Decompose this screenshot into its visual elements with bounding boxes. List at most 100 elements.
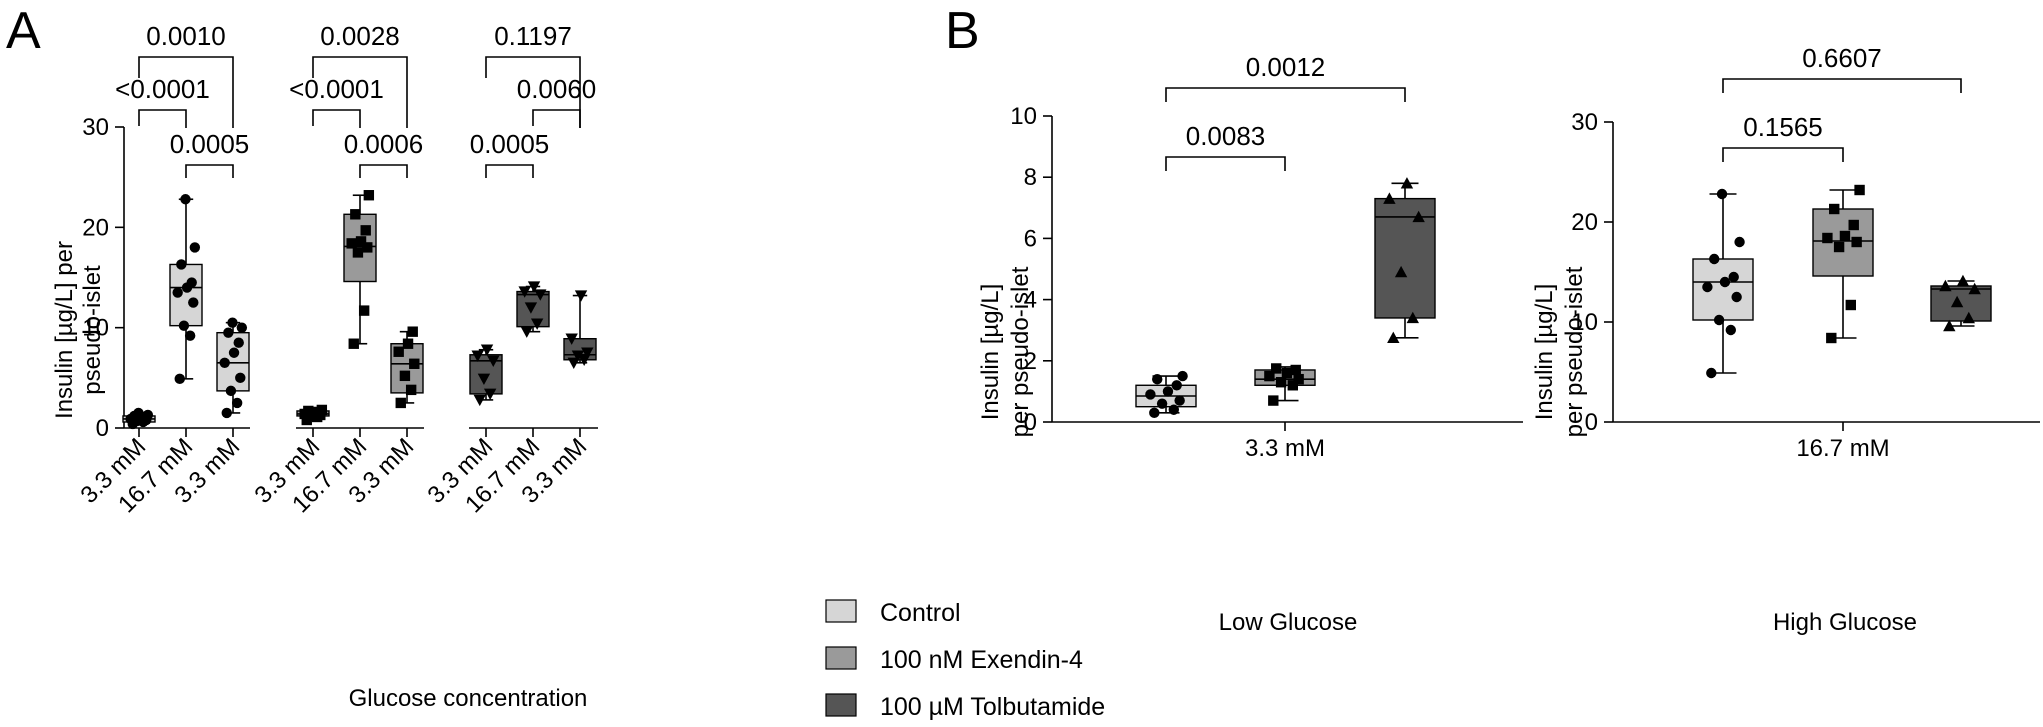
panel-b-low-y-tick-label: 8 <box>1024 164 1037 191</box>
panel-b-low-box-point <box>1400 177 1414 189</box>
panel-b-low-ylabel-line2: per pseudo-islet <box>1007 266 1034 437</box>
panel-a-box-point <box>399 370 411 382</box>
panel-b-high-comparison-label: 0.1565 <box>1743 112 1823 142</box>
panel-a-box-point <box>520 326 533 338</box>
panel-a-box-point <box>188 297 199 308</box>
panel-b-low-box-point <box>1293 373 1304 385</box>
panel-b-high-ylabel-line1: Insulin [µg/L] <box>1531 284 1558 421</box>
panel-b-high-box-box <box>1692 258 1754 321</box>
panel-a-y-tick-label: 30 <box>82 114 109 141</box>
panel-b-high-box-point <box>1728 271 1739 283</box>
panel-a-box-point <box>527 281 541 293</box>
panel-a-box-point <box>487 355 500 367</box>
panel-b-low-box-point <box>1152 373 1163 385</box>
panel-b-high-plot: 0 10 20 30 16.7 mM 0.6607 0.1565 <box>1571 43 2040 462</box>
panel-b-high-comparison-label: 0.6607 <box>1802 43 1882 73</box>
panel-a-box-point <box>219 357 230 368</box>
panel-a-box-point <box>227 317 238 328</box>
panel-b-low-box-point <box>1162 386 1174 397</box>
panel-b-high-ylabel: Insulin [µg/L] per pseudo-islet <box>1531 266 1588 437</box>
panel-a-y-tick-label: 10 <box>82 315 109 342</box>
panel-a-box-point <box>172 287 183 298</box>
panel-a-box-point <box>393 346 404 357</box>
panel-b-low-box-point <box>1271 363 1282 374</box>
panel-b-low-y-tick-label: 0 <box>1024 409 1037 436</box>
panel-b-low-comparison-line <box>1165 156 1286 171</box>
panel-a-box-point <box>225 385 237 397</box>
panel-letter-b: B <box>945 2 980 60</box>
panel-b-low-ylabel-line1: Insulin [µg/L] <box>977 284 1004 421</box>
panel-a-box-point <box>180 194 191 205</box>
panel-a-box-point <box>142 409 154 421</box>
panel-a-box-point <box>316 404 328 416</box>
panel-a-comparison-line <box>138 109 187 128</box>
panel-b-high-box-point <box>1826 332 1837 344</box>
panel-b-high-box-point <box>1845 299 1856 311</box>
panel-a-box-point <box>235 372 246 384</box>
panel-b-low-box-point <box>1174 395 1185 406</box>
panel-a-comparison-line <box>359 164 408 178</box>
panel-b-high-y-tick-label: 0 <box>1585 409 1598 436</box>
panel-b-high-box-point <box>1854 184 1865 196</box>
legend-swatch-control <box>825 599 857 623</box>
panel-a-box-point <box>231 397 243 409</box>
panel-b-low-ylabel: Insulin [µg/L] per pseudo-islet <box>977 266 1034 437</box>
panel-b-low-x-tick-label: 3.3 mM <box>1245 435 1325 462</box>
panel-a-box-point <box>176 259 187 270</box>
panel-b-high-box-point <box>1839 230 1851 242</box>
panel-a-box-point <box>362 242 373 253</box>
panel-b-high-box-point <box>1950 295 1964 308</box>
panel-a-box-point <box>407 326 418 337</box>
panel-b-high-box-point <box>1943 319 1956 332</box>
panel-b-low-box-point <box>1406 311 1419 324</box>
panel-b-high-box-point <box>1968 282 1981 295</box>
panel-a-box-point <box>184 330 196 341</box>
panel-a-comparison-label: <0.0001 <box>289 74 384 104</box>
panel-a-box-point <box>483 388 497 401</box>
panel-b-low-y-tick-label: 4 <box>1024 287 1037 314</box>
panel-b-low-box-point <box>1383 192 1396 204</box>
legend-label-exendin: 100 nM Exendin-4 <box>880 646 1083 674</box>
panel-a-comparison-label: <0.0001 <box>115 74 210 104</box>
legend-label-control: Control <box>880 599 961 627</box>
panel-a-box-point <box>524 302 538 314</box>
panel-a-box-point <box>348 338 359 349</box>
panel-a-ylabel-line1: Insulin [µg/L] per <box>51 241 78 419</box>
panel-b-low-xlabel: Low Glucose <box>1219 609 1358 636</box>
panel-b-low-box-point <box>1387 331 1400 344</box>
panel-b-high-box-point <box>1702 281 1713 293</box>
panel-a-box-point <box>358 305 370 316</box>
panel-b-high-comparison-line <box>1722 147 1844 162</box>
panel-b-high-box-point <box>1725 324 1737 336</box>
legend-swatch-exendin <box>825 646 857 670</box>
panel-b-low-box-point <box>1275 377 1287 388</box>
panel-a-comparison-label: 0.0006 <box>344 129 424 159</box>
panel-a-box-point <box>581 347 594 359</box>
panel-a-comparison-line <box>185 164 234 178</box>
panel-b-high-box-point <box>1734 236 1745 248</box>
panel-a-box-point <box>174 373 185 385</box>
panel-b-high-y-tick-label: 30 <box>1571 109 1598 136</box>
panel-a-comparison-label: 0.1197 <box>494 21 572 51</box>
panel-a-box-point <box>574 290 588 302</box>
panel-b-low-box-point <box>1290 364 1301 376</box>
panel-a-box-point <box>352 247 364 258</box>
panel-a-box-point <box>236 322 248 333</box>
panel-a-box-point <box>360 225 371 236</box>
panel-a-box-point <box>480 344 494 356</box>
panel-b-low-comparison-label: 0.0012 <box>1246 52 1326 82</box>
panel-a-box-point <box>186 277 197 288</box>
panel-b-high-box-point <box>1962 311 1975 324</box>
panel-b-high-box-point <box>1829 203 1840 215</box>
panel-a-box-point <box>363 190 375 201</box>
panel-b-low-box-point <box>1394 265 1408 278</box>
panel-a-comparison-line <box>532 109 581 128</box>
panel-b-low-plot: 0 2 4 6 8 10 3.3 mM 0.0012 0.0083 <box>1010 52 1523 462</box>
panel-a-box-point <box>355 236 367 247</box>
panel-b-low-box-point <box>1268 395 1279 406</box>
panel-a-comparison-label: 0.0060 <box>517 74 597 104</box>
panel-a-ylabel-line2: pseudo-islet <box>79 265 106 395</box>
panel-a-box-point <box>530 318 544 330</box>
panel-b-high-box-point <box>1719 276 1731 288</box>
panel-b-high-ylabel-line2: per pseudo-islet <box>1561 266 1588 437</box>
